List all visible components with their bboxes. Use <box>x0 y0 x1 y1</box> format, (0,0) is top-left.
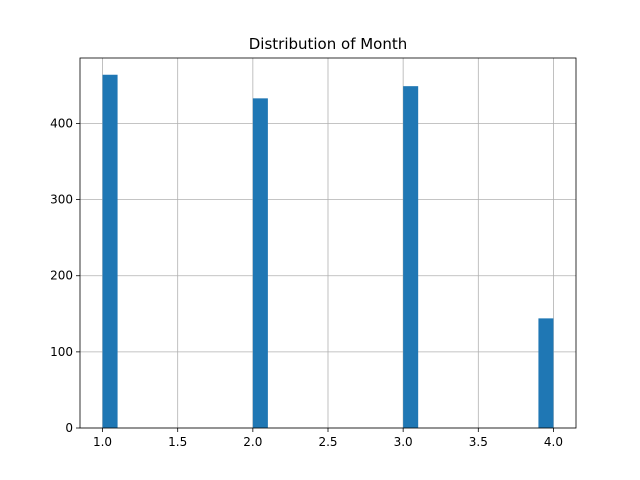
y-tick-label: 100 <box>50 345 73 359</box>
y-tick-label: 300 <box>50 193 73 207</box>
y-tick-label: 400 <box>50 116 73 130</box>
x-tick-label: 3.5 <box>469 435 488 449</box>
chart-title: Distribution of Month <box>249 35 408 53</box>
x-tick-label: 2.0 <box>243 435 262 449</box>
grid-lines <box>80 58 576 429</box>
histogram-bar <box>403 86 419 428</box>
y-tick-label: 200 <box>50 269 73 283</box>
x-tick-label: 1.0 <box>93 435 112 449</box>
x-tick-label: 1.5 <box>168 435 187 449</box>
x-tick-label: 4.0 <box>544 435 563 449</box>
bars <box>102 74 554 429</box>
x-tick-label: 3.0 <box>394 435 413 449</box>
x-tick-label: 2.5 <box>318 435 337 449</box>
histogram-bar <box>538 318 554 428</box>
y-tick-label: 0 <box>65 421 73 435</box>
axis-ticks: 1.0 1.5 2.0 2.5 3.0 3.5 4.0 0 100 200 300 400 <box>50 116 563 449</box>
histogram-bar <box>252 98 268 428</box>
histogram-bar <box>102 74 118 429</box>
